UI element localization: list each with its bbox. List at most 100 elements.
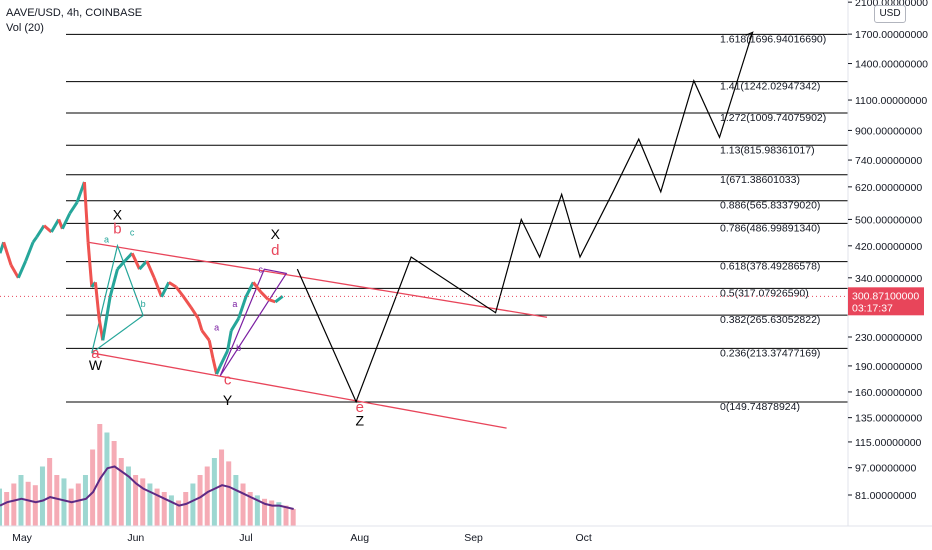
wave-label: a (91, 345, 100, 362)
volume-bar (147, 483, 153, 526)
volume-bar (75, 483, 81, 526)
subwave-label: b (236, 343, 241, 353)
price-segment (182, 295, 193, 309)
price-segment (43, 224, 53, 234)
price-segment (189, 306, 200, 320)
price-segment (108, 268, 119, 298)
price-segment (244, 281, 255, 298)
subwave-label: a (104, 234, 109, 244)
fib-level-label: 1.13(815.98361017) (720, 144, 815, 156)
price-segment (123, 252, 134, 263)
price-segment (196, 317, 204, 331)
volume-bar (39, 466, 45, 526)
price-segment (215, 365, 222, 375)
fib-level-label: 0.618(378.49286578) (720, 261, 820, 273)
volume-bar (161, 492, 167, 526)
time-tick-label: Aug (350, 532, 369, 544)
volume-bar (4, 492, 10, 526)
wave-label: Y (223, 392, 233, 408)
volume-bar (125, 466, 131, 526)
price-segment (211, 357, 219, 375)
projection-arrowhead (745, 31, 754, 40)
time-tick-label: Jul (239, 532, 252, 544)
volume-bar (204, 466, 210, 526)
volume-bar (176, 500, 182, 526)
volume-bar (97, 424, 103, 526)
channel-line (87, 241, 548, 318)
price-tick-label: 135.00000000 (855, 413, 922, 425)
price-segment (237, 296, 248, 319)
price-tick-label: 340.00000000 (855, 273, 922, 285)
wave-label: X (271, 226, 281, 242)
price-segment (82, 181, 90, 243)
price-tick-label: 900.00000000 (855, 125, 922, 137)
price-axis-background (848, 0, 932, 550)
price-tick-label: 97.00000000 (855, 463, 916, 475)
wave-label: e (356, 399, 364, 416)
volume-bar (183, 492, 189, 526)
volume-bar (68, 488, 74, 526)
price-segment (50, 218, 61, 233)
volume-bar (254, 495, 260, 526)
time-tick-label: May (12, 532, 33, 544)
last-price-countdown: 03:17:37 (852, 302, 893, 314)
time-tick-label: Oct (576, 532, 592, 544)
volume-bar (283, 505, 289, 526)
volume-bar (219, 449, 225, 526)
price-segment (145, 260, 156, 279)
subwave-label: a (214, 323, 219, 333)
price-segment (152, 277, 163, 298)
subwave-label: c (130, 227, 135, 237)
last-price-value: 300.87100000 (852, 290, 919, 302)
currency-button[interactable]: USD (874, 5, 906, 23)
price-tick-label: 230.00000000 (855, 332, 922, 344)
price-segment (93, 282, 101, 319)
price-tick-label: 620.00000000 (855, 182, 922, 194)
price-segment (229, 317, 240, 332)
price-tick-label: 115.00000000 (855, 437, 922, 449)
price-segment (267, 297, 276, 304)
volume-bar (247, 492, 253, 526)
wave-label: c (224, 372, 232, 389)
price-tick-label: 1700.00000000 (855, 29, 928, 41)
price-segment (24, 241, 35, 262)
volume-bar (190, 483, 196, 526)
fib-level-label: 1.41(1242.02947342) (720, 81, 820, 93)
price-segment (160, 281, 171, 298)
time-tick-label: Sep (464, 532, 483, 544)
volume-bar (276, 502, 282, 526)
last-price-tag (848, 287, 924, 316)
volume-bar (168, 495, 174, 526)
price-tick-label: 2100.00000000 (855, 0, 928, 9)
fib-level-label: 0.236(213.37477169) (720, 347, 820, 359)
volume-bar (32, 485, 38, 526)
chart-header: AAVE/USD, 4h, COINBASE Vol (20) (6, 6, 142, 36)
price-segment (2, 241, 13, 266)
price-segment (16, 260, 28, 279)
price-tick-label: 740.00000000 (855, 155, 922, 167)
fib-level-label: 1.618(1696.94016690) (720, 33, 826, 45)
volume-bar (197, 475, 203, 526)
price-segment (259, 290, 270, 301)
price-segment (218, 350, 229, 367)
price-segment (168, 281, 178, 289)
price-segment (175, 286, 185, 298)
volume-bar (18, 475, 24, 526)
price-segment (207, 340, 215, 359)
volume-bar (0, 488, 2, 526)
price-segment (138, 259, 148, 271)
price-segment (61, 212, 72, 230)
price-segment (130, 252, 141, 270)
volume-bar (118, 458, 124, 526)
wave-label: X (113, 206, 123, 222)
price-tick-label: 1400.00000000 (855, 59, 928, 71)
volume-bar (226, 461, 232, 526)
price-segment (101, 296, 112, 341)
price-tick-label: 420.00000000 (855, 241, 922, 253)
fib-level-label: 0.786(486.99891340) (720, 222, 820, 234)
volume-bar (11, 483, 17, 526)
price-segment (200, 329, 211, 342)
volume-bar (90, 449, 96, 526)
